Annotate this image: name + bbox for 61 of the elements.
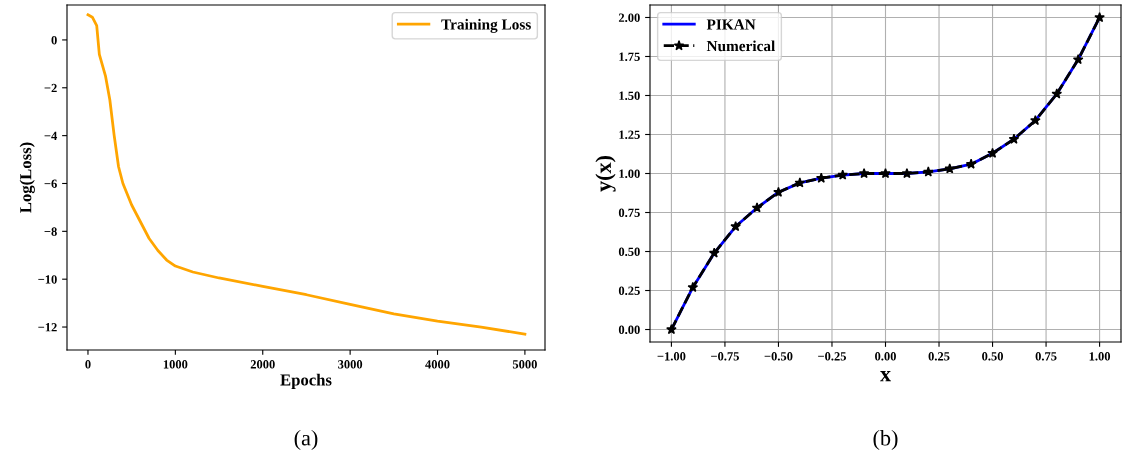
- y-tick-label: 0.50: [618, 247, 640, 257]
- point: [1094, 11, 1105, 23]
- x-tick-label: 0.75: [1035, 352, 1057, 361]
- text: (b): [873, 429, 898, 451]
- point: [837, 169, 849, 180]
- y-tick-label: −6: [44, 179, 57, 188]
- x-tick-label: 5000: [512, 360, 537, 369]
- point: [944, 163, 956, 174]
- point: [1051, 88, 1063, 99]
- y-tick-label: 1.00: [619, 169, 640, 179]
- x-tick-label: 1000: [163, 360, 188, 369]
- x-tick-label: 0: [85, 360, 91, 369]
- y-tick-label: 1.75: [619, 52, 640, 61]
- point: [880, 167, 891, 179]
- y-tick-label: 0.75: [618, 208, 640, 218]
- y-tick-label: 0.25: [618, 286, 640, 296]
- y-tick-label: 1.25: [619, 130, 640, 140]
- legend-label: PIKAN: [706, 19, 756, 30]
- point: [687, 281, 699, 293]
- legend-label: Numerical: [706, 40, 775, 52]
- x-axis-title: Epochs: [280, 373, 332, 389]
- x-tick-label: −0.25: [818, 352, 847, 361]
- x-tick-label: −1.00: [657, 352, 686, 361]
- y-axis-title: y(x): [595, 155, 616, 192]
- y-tick-label: −4: [44, 131, 58, 140]
- point: [730, 220, 741, 232]
- y-tick-label: −12: [38, 323, 57, 332]
- point: [901, 167, 913, 179]
- point: [708, 247, 720, 258]
- y-axis-title: Log(Loss): [19, 142, 35, 213]
- x-tick-label: −0.75: [711, 352, 739, 361]
- x-axis-title: x: [880, 371, 891, 382]
- legend-label: Training Loss: [441, 18, 531, 33]
- x-tick-label: 3000: [338, 360, 363, 369]
- point: [1008, 133, 1020, 144]
- point: [666, 323, 677, 335]
- point: [751, 202, 763, 213]
- y-tick-label: −2: [44, 83, 57, 93]
- y-tick-label: −10: [38, 275, 57, 284]
- x-tick-label: 0.50: [982, 352, 1004, 361]
- x-tick-label: 0.00: [875, 352, 896, 361]
- point: [987, 147, 998, 158]
- point: [1072, 54, 1084, 65]
- x-tick-label: 4000: [425, 360, 450, 369]
- y-tick-label: 2.00: [618, 13, 640, 22]
- text: (a): [294, 429, 318, 451]
- y-tick-label: 0: [51, 35, 57, 45]
- x-tick-label: 2000: [250, 360, 275, 369]
- y-tick-label: −8: [44, 227, 57, 236]
- point: [815, 172, 827, 183]
- point: [1030, 114, 1041, 126]
- point: [858, 167, 870, 179]
- point: [922, 166, 934, 177]
- point: [773, 186, 784, 197]
- y-tick-label: 1.50: [619, 91, 640, 101]
- x-tick-label: 0.25: [928, 352, 950, 361]
- x-tick-label: −0.50: [764, 352, 793, 361]
- x-tick-label: 1.00: [1089, 352, 1111, 361]
- y-tick-label: 0.00: [618, 325, 640, 335]
- point: [794, 177, 806, 188]
- point: [965, 158, 977, 169]
